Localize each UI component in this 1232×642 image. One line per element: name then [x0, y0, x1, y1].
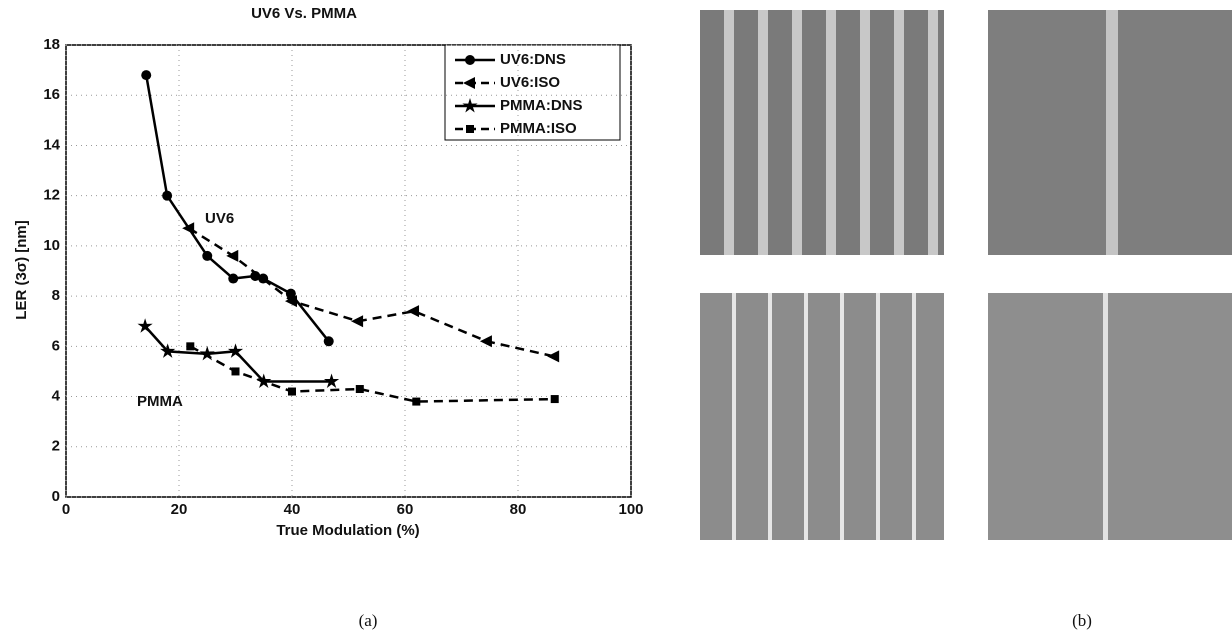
sem-line — [1103, 293, 1108, 540]
data-point — [137, 318, 153, 333]
data-point — [227, 343, 244, 358]
y-tick-label: 0 — [52, 488, 60, 505]
chart-title: UV6 Vs. PMMA — [251, 5, 357, 22]
data-point — [141, 70, 152, 81]
data-point — [231, 367, 240, 376]
caption: (a) — [359, 611, 378, 630]
sem-image — [988, 293, 1232, 540]
data-point — [547, 350, 560, 363]
legend-label: PMMA:DNS — [500, 97, 583, 114]
legend-label: UV6:DNS — [500, 51, 566, 68]
x-axis-label: True Modulation (%) — [276, 522, 419, 539]
caption: (b) — [1072, 611, 1092, 630]
data-point — [182, 222, 195, 235]
legend-marker — [466, 125, 474, 133]
x-tick-label: 0 — [62, 501, 70, 518]
data-point — [202, 250, 213, 261]
y-tick-label: 16 — [43, 86, 60, 103]
y-tick-label: 2 — [52, 438, 60, 455]
series-line — [189, 345, 555, 403]
data-point — [160, 343, 176, 358]
data-point — [355, 385, 364, 394]
series-line — [144, 325, 332, 383]
legend-marker — [462, 98, 478, 113]
sem-image — [700, 10, 944, 255]
data-point — [228, 273, 239, 284]
x-tick-label: 40 — [284, 501, 301, 518]
x-tick-label: 20 — [171, 501, 188, 518]
x-tick-label: 60 — [397, 501, 414, 518]
annotation: PMMA — [137, 393, 183, 410]
data-point — [186, 342, 195, 351]
data-point — [550, 395, 559, 404]
y-tick-label: 6 — [52, 337, 60, 354]
legend-marker — [463, 77, 475, 89]
y-tick-label: 18 — [43, 36, 60, 53]
sem-image — [700, 293, 944, 540]
data-point — [285, 295, 297, 308]
series-line — [144, 74, 330, 343]
legend-label: PMMA:ISO — [500, 120, 577, 137]
data-point — [351, 315, 364, 328]
data-point — [199, 345, 215, 361]
x-tick-label: 100 — [618, 501, 643, 518]
legend-marker — [465, 55, 475, 65]
data-point — [288, 387, 296, 396]
data-point — [323, 336, 334, 347]
data-point — [323, 373, 340, 388]
y-tick-label: 14 — [43, 136, 60, 153]
data-point — [479, 335, 492, 348]
data-point — [285, 288, 296, 299]
y-tick-label: 4 — [52, 388, 61, 405]
series-line — [188, 227, 555, 358]
legend-label: UV6:ISO — [500, 74, 560, 91]
y-tick-label: 12 — [43, 187, 60, 204]
data-point — [162, 190, 173, 201]
sem-line — [1106, 10, 1118, 255]
data-point — [407, 305, 420, 318]
y-axis-label: LER (3σ) [nm] — [13, 220, 30, 319]
data-point — [226, 249, 239, 262]
annotation: UV6 — [205, 210, 234, 227]
x-tick-label: 80 — [510, 501, 527, 518]
y-tick-label: 8 — [52, 287, 60, 304]
data-point — [412, 397, 421, 406]
y-tick-label: 10 — [43, 237, 60, 254]
